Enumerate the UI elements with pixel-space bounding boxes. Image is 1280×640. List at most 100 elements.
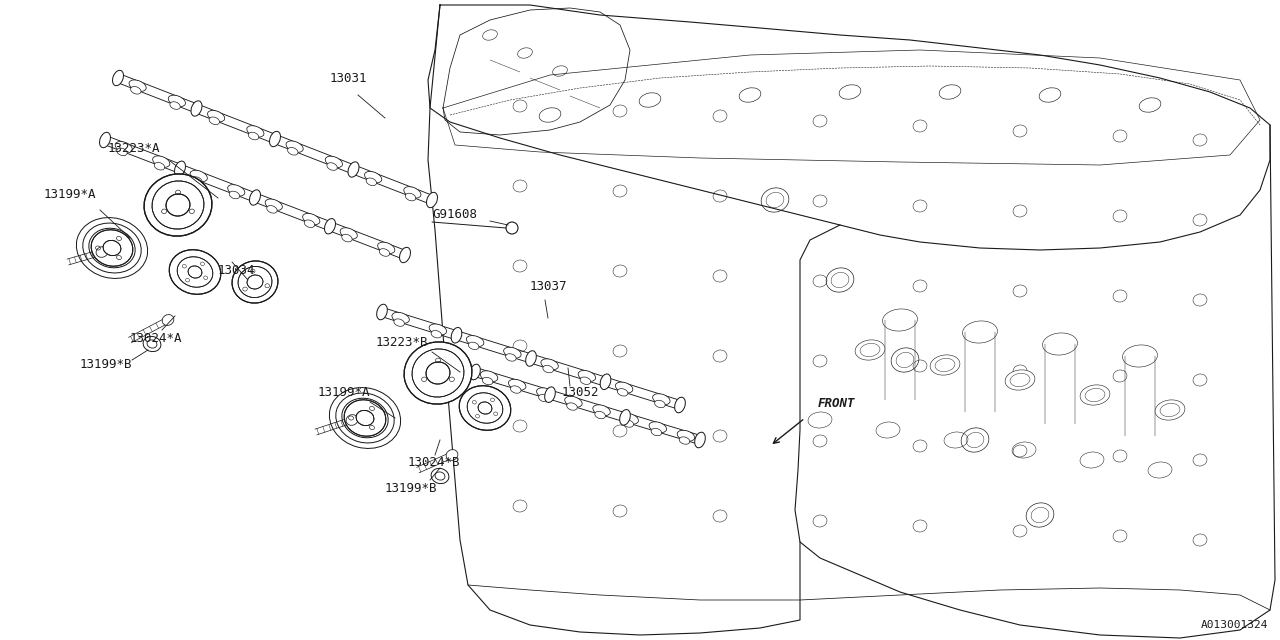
Ellipse shape: [270, 131, 280, 147]
Ellipse shape: [346, 415, 358, 426]
Ellipse shape: [77, 218, 147, 278]
Ellipse shape: [168, 95, 186, 107]
Ellipse shape: [155, 163, 165, 170]
Ellipse shape: [511, 386, 521, 393]
Ellipse shape: [620, 410, 630, 425]
Ellipse shape: [1005, 370, 1036, 390]
Text: 13034: 13034: [218, 264, 256, 276]
Ellipse shape: [406, 193, 416, 201]
Text: 13223*B: 13223*B: [376, 335, 429, 349]
Ellipse shape: [152, 181, 204, 229]
Ellipse shape: [378, 242, 394, 253]
Ellipse shape: [163, 315, 174, 325]
Ellipse shape: [248, 132, 259, 140]
Ellipse shape: [96, 246, 108, 257]
Ellipse shape: [579, 371, 595, 381]
Text: 13052: 13052: [562, 385, 599, 399]
Ellipse shape: [247, 275, 262, 289]
Ellipse shape: [356, 410, 374, 426]
Ellipse shape: [649, 422, 667, 433]
Ellipse shape: [329, 388, 401, 449]
Ellipse shape: [470, 364, 480, 380]
Ellipse shape: [145, 174, 212, 236]
Ellipse shape: [1080, 385, 1110, 405]
Ellipse shape: [129, 80, 146, 92]
Ellipse shape: [247, 125, 264, 137]
Ellipse shape: [545, 387, 556, 403]
Ellipse shape: [541, 359, 558, 370]
Ellipse shape: [228, 185, 244, 196]
Ellipse shape: [177, 257, 212, 287]
Ellipse shape: [595, 412, 605, 419]
Ellipse shape: [116, 148, 127, 156]
Ellipse shape: [931, 355, 960, 375]
Ellipse shape: [238, 266, 271, 298]
Ellipse shape: [207, 111, 225, 122]
Ellipse shape: [536, 388, 554, 399]
Ellipse shape: [188, 266, 202, 278]
Ellipse shape: [431, 330, 442, 338]
Ellipse shape: [192, 177, 202, 184]
Ellipse shape: [653, 394, 671, 404]
Ellipse shape: [677, 430, 695, 441]
Ellipse shape: [169, 250, 220, 294]
Ellipse shape: [680, 437, 690, 444]
Ellipse shape: [325, 219, 335, 234]
Ellipse shape: [506, 354, 516, 361]
Ellipse shape: [143, 337, 161, 351]
Ellipse shape: [600, 374, 611, 390]
Ellipse shape: [593, 405, 611, 416]
Ellipse shape: [348, 162, 358, 177]
Ellipse shape: [480, 371, 498, 381]
Ellipse shape: [392, 312, 410, 323]
Ellipse shape: [302, 213, 320, 225]
Ellipse shape: [617, 388, 628, 396]
Text: G91608: G91608: [433, 209, 477, 221]
Ellipse shape: [285, 141, 303, 152]
Ellipse shape: [483, 378, 493, 385]
Ellipse shape: [621, 413, 639, 424]
Text: 13223*A: 13223*A: [108, 141, 160, 154]
Ellipse shape: [567, 403, 577, 410]
Text: 13037: 13037: [530, 280, 567, 294]
Ellipse shape: [191, 101, 202, 116]
Ellipse shape: [403, 187, 421, 198]
Ellipse shape: [115, 141, 132, 153]
Ellipse shape: [426, 362, 451, 384]
Ellipse shape: [376, 304, 388, 320]
Ellipse shape: [460, 386, 511, 430]
Ellipse shape: [447, 450, 458, 460]
Text: 13031: 13031: [330, 72, 367, 84]
Text: A013001324: A013001324: [1201, 620, 1268, 630]
Text: 13199*A: 13199*A: [317, 385, 370, 399]
Text: 13199*B: 13199*B: [385, 481, 438, 495]
Ellipse shape: [266, 205, 278, 213]
Ellipse shape: [855, 340, 884, 360]
Ellipse shape: [675, 397, 685, 413]
Ellipse shape: [412, 349, 463, 397]
Ellipse shape: [543, 365, 553, 372]
Ellipse shape: [305, 220, 315, 228]
Text: FRONT: FRONT: [818, 397, 855, 410]
Ellipse shape: [131, 86, 141, 94]
Ellipse shape: [342, 234, 352, 242]
Ellipse shape: [695, 432, 705, 448]
Ellipse shape: [91, 230, 133, 266]
Ellipse shape: [104, 241, 120, 255]
Ellipse shape: [166, 194, 189, 216]
Text: 13199*B: 13199*B: [79, 358, 133, 371]
Ellipse shape: [468, 342, 479, 349]
Ellipse shape: [170, 102, 180, 109]
Ellipse shape: [539, 394, 549, 402]
Ellipse shape: [209, 117, 219, 125]
Ellipse shape: [426, 193, 438, 207]
Ellipse shape: [1155, 400, 1185, 420]
Ellipse shape: [564, 396, 582, 407]
Ellipse shape: [652, 428, 662, 436]
Text: 13199*A: 13199*A: [44, 188, 96, 200]
Ellipse shape: [616, 382, 632, 393]
Ellipse shape: [326, 163, 337, 170]
Ellipse shape: [526, 351, 536, 366]
Ellipse shape: [340, 228, 357, 239]
Ellipse shape: [508, 380, 526, 390]
